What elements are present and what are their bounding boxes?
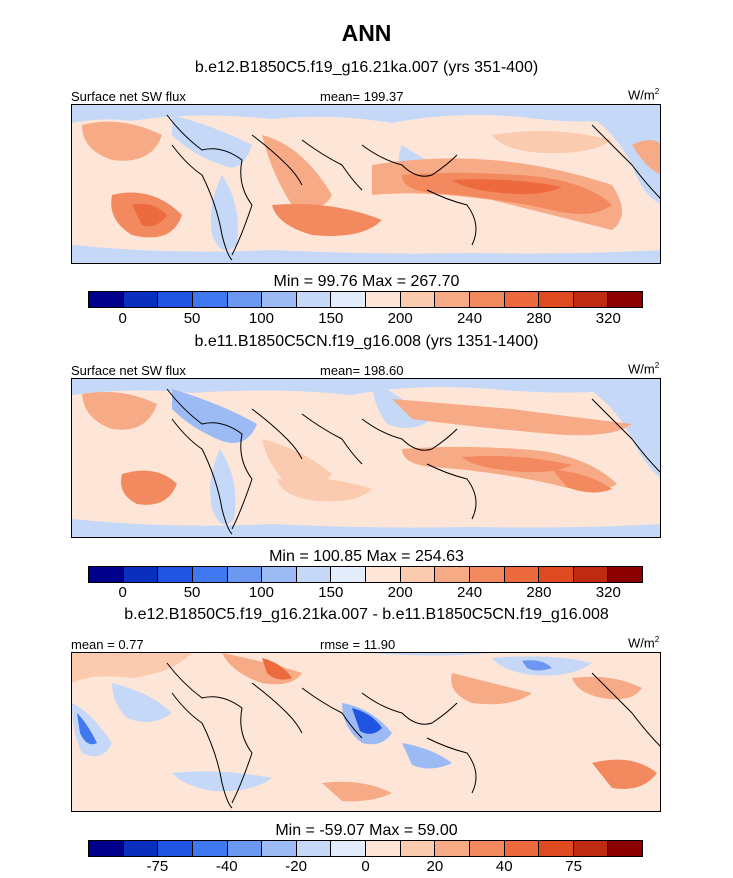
panel3-colorbar (88, 840, 643, 857)
colorbar-box (89, 567, 124, 582)
colorbar-box (296, 841, 332, 856)
colorbar-box (539, 567, 574, 582)
colorbar-box (400, 841, 436, 856)
colorbar-box (435, 292, 470, 307)
colorbar-tick-label: 280 (526, 310, 552, 327)
colorbar-box (366, 841, 401, 856)
colorbar-box (89, 841, 124, 856)
panel1-map (71, 104, 661, 264)
panel1-units: W/m2 (628, 87, 660, 103)
panel3-case-title: b.e12.B1850C5.f19_g16.21ka.007 - b.e11.B… (124, 606, 609, 623)
colorbar-box (192, 841, 228, 856)
colorbar-box (227, 567, 263, 582)
colorbar-box (400, 567, 436, 582)
colorbar-box (366, 292, 401, 307)
panel2-case-title: b.e11.B1850C5CN.f19_g16.008 (yrs 1351-14… (194, 333, 539, 350)
colorbar-box (262, 567, 297, 582)
colorbar-box (89, 292, 124, 307)
panel3-mean-label: mean = 0.77 (71, 637, 144, 652)
colorbar-tick-label: -75 (146, 858, 169, 875)
colorbar-box (573, 292, 609, 307)
colorbar-box (504, 567, 540, 582)
panel3-colorbar-labels: -75 -40 -20 0 20 40 75 (88, 858, 643, 876)
colorbar-box (262, 841, 297, 856)
colorbar-box (608, 841, 642, 856)
panel2-map-svg (72, 379, 660, 537)
colorbar-tick-label: 320 (595, 584, 621, 601)
colorbar-tick-label: 320 (595, 310, 621, 327)
panel1-mean-label: mean= 199.37 (320, 89, 404, 104)
panel1-variable-label: Surface net SW flux (71, 89, 186, 104)
colorbar-box (573, 567, 609, 582)
colorbar-tick-label: 40 (495, 858, 513, 875)
panel3-map-svg (72, 653, 660, 811)
colorbar-box (400, 292, 436, 307)
colorbar-box (469, 292, 505, 307)
colorbar-tick-label: 50 (183, 310, 201, 327)
colorbar-box (435, 567, 470, 582)
colorbar-box (192, 292, 228, 307)
colorbar-box (608, 567, 642, 582)
panel3-units: W/m2 (628, 635, 660, 651)
panel3-map (71, 652, 661, 812)
colorbar-tick-label: 0 (118, 310, 127, 327)
colorbar-box (123, 567, 159, 582)
colorbar-box (608, 292, 642, 307)
colorbar-tick-label: 100 (248, 584, 274, 601)
panel1-colorbar-labels: 0 50 100 150 200 240 280 320 (88, 310, 643, 328)
colorbar-box (539, 292, 574, 307)
panel3-min-max: Min = -59.07 Max = 59.00 (275, 822, 458, 839)
colorbar-box (331, 841, 366, 856)
colorbar-box (296, 567, 332, 582)
panel3-rmse-label: rmse = 11.90 (320, 637, 396, 652)
colorbar-box (539, 841, 574, 856)
panel1-colorbar (88, 291, 643, 308)
colorbar-box (504, 292, 540, 307)
colorbar-box (469, 567, 505, 582)
colorbar-tick-label: 240 (457, 584, 483, 601)
colorbar-tick-label: 0 (361, 858, 370, 875)
colorbar-box (573, 841, 609, 856)
colorbar-box (331, 292, 366, 307)
colorbar-box (296, 292, 332, 307)
colorbar-box (192, 567, 228, 582)
colorbar-box (504, 841, 540, 856)
figure-title: ANN (341, 20, 392, 46)
panel2-map (71, 378, 661, 538)
colorbar-tick-label: 100 (248, 310, 274, 327)
colorbar-tick-label: 75 (565, 858, 582, 875)
colorbar-box (469, 841, 505, 856)
colorbar-box (435, 841, 470, 856)
colorbar-box (366, 567, 401, 582)
panel1-min-max: Min = 99.76 Max = 267.70 (273, 273, 460, 290)
colorbar-tick-label: -40 (215, 858, 238, 875)
panel1-map-svg (72, 105, 660, 263)
colorbar-tick-label: -20 (285, 858, 307, 875)
colorbar-box (123, 292, 159, 307)
colorbar-tick-label: 240 (457, 310, 483, 327)
panel2-colorbar-labels: 0 50 100 150 200 240 280 320 (88, 584, 643, 602)
colorbar-box (227, 841, 263, 856)
panel2-mean-label: mean= 198.60 (320, 363, 404, 378)
colorbar-tick-label: 50 (183, 584, 201, 601)
colorbar-box (158, 841, 193, 856)
colorbar-box (123, 841, 159, 856)
colorbar-box (262, 292, 297, 307)
panel2-units: W/m2 (628, 361, 660, 377)
panel2-colorbar (88, 566, 643, 583)
colorbar-box (331, 567, 366, 582)
colorbar-tick-label: 280 (526, 584, 552, 601)
colorbar-box (158, 567, 193, 582)
colorbar-box (227, 292, 263, 307)
colorbar-tick-label: 200 (387, 584, 413, 601)
panel2-min-max: Min = 100.85 Max = 254.63 (269, 548, 464, 565)
panel2-variable-label: Surface net SW flux (71, 363, 186, 378)
colorbar-box (158, 292, 193, 307)
colorbar-tick-label: 200 (387, 310, 413, 327)
colorbar-tick-label: 0 (118, 584, 127, 601)
colorbar-tick-label: 150 (318, 584, 344, 601)
panel1-case-title: b.e12.B1850C5.f19_g16.21ka.007 (yrs 351-… (194, 59, 539, 76)
colorbar-tick-label: 20 (426, 858, 444, 875)
colorbar-tick-label: 150 (318, 310, 344, 327)
